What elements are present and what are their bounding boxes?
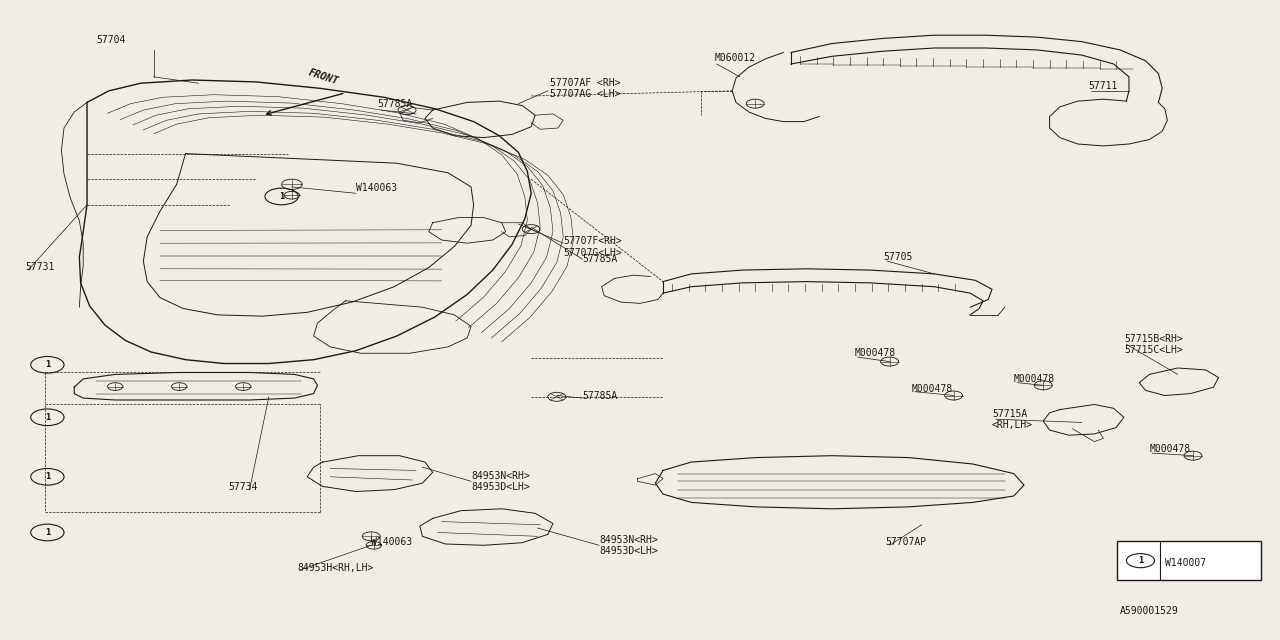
Text: M000478: M000478 bbox=[855, 348, 896, 358]
Text: FRONT: FRONT bbox=[307, 67, 340, 86]
Text: W140063: W140063 bbox=[356, 183, 397, 193]
Text: 57785A: 57785A bbox=[582, 253, 618, 264]
Text: 57704: 57704 bbox=[96, 35, 125, 45]
Text: 1: 1 bbox=[45, 528, 50, 537]
Text: 57707AF <RH>: 57707AF <RH> bbox=[550, 78, 621, 88]
Text: 57715C<LH>: 57715C<LH> bbox=[1124, 345, 1183, 355]
Text: 1: 1 bbox=[45, 413, 50, 422]
Text: M000478: M000478 bbox=[1149, 444, 1190, 454]
Text: <RH,LH>: <RH,LH> bbox=[992, 420, 1033, 430]
Text: A590001529: A590001529 bbox=[1120, 605, 1179, 616]
Text: 84953N<RH>: 84953N<RH> bbox=[599, 535, 658, 545]
Text: 1: 1 bbox=[279, 192, 284, 201]
Text: M000478: M000478 bbox=[1014, 374, 1055, 384]
FancyBboxPatch shape bbox=[1117, 541, 1261, 580]
Text: 57707F<RH>: 57707F<RH> bbox=[563, 236, 622, 246]
Text: 57731: 57731 bbox=[26, 262, 55, 272]
Text: M060012: M060012 bbox=[714, 52, 755, 63]
Text: 57707G<LH>: 57707G<LH> bbox=[563, 248, 622, 258]
Text: 1: 1 bbox=[45, 360, 50, 369]
Text: 84953D<LH>: 84953D<LH> bbox=[599, 546, 658, 556]
Text: 57707AP: 57707AP bbox=[886, 537, 927, 547]
Text: 57711: 57711 bbox=[1088, 81, 1117, 91]
Text: 57734: 57734 bbox=[228, 481, 257, 492]
Text: 1: 1 bbox=[45, 472, 50, 481]
Text: W140063: W140063 bbox=[371, 537, 412, 547]
Text: 57715B<RH>: 57715B<RH> bbox=[1124, 334, 1183, 344]
Text: W140007: W140007 bbox=[1165, 558, 1206, 568]
Text: 57715A: 57715A bbox=[992, 409, 1028, 419]
Text: 84953H<RH,LH>: 84953H<RH,LH> bbox=[297, 563, 374, 573]
Text: 1: 1 bbox=[1138, 556, 1143, 565]
Text: M000478: M000478 bbox=[911, 383, 952, 394]
Text: 57705: 57705 bbox=[883, 252, 913, 262]
Text: 57785A: 57785A bbox=[378, 99, 413, 109]
Text: 57785A: 57785A bbox=[582, 391, 618, 401]
Text: 84953D<LH>: 84953D<LH> bbox=[471, 482, 530, 492]
Text: 57707AG <LH>: 57707AG <LH> bbox=[550, 89, 621, 99]
Text: 84953N<RH>: 84953N<RH> bbox=[471, 471, 530, 481]
